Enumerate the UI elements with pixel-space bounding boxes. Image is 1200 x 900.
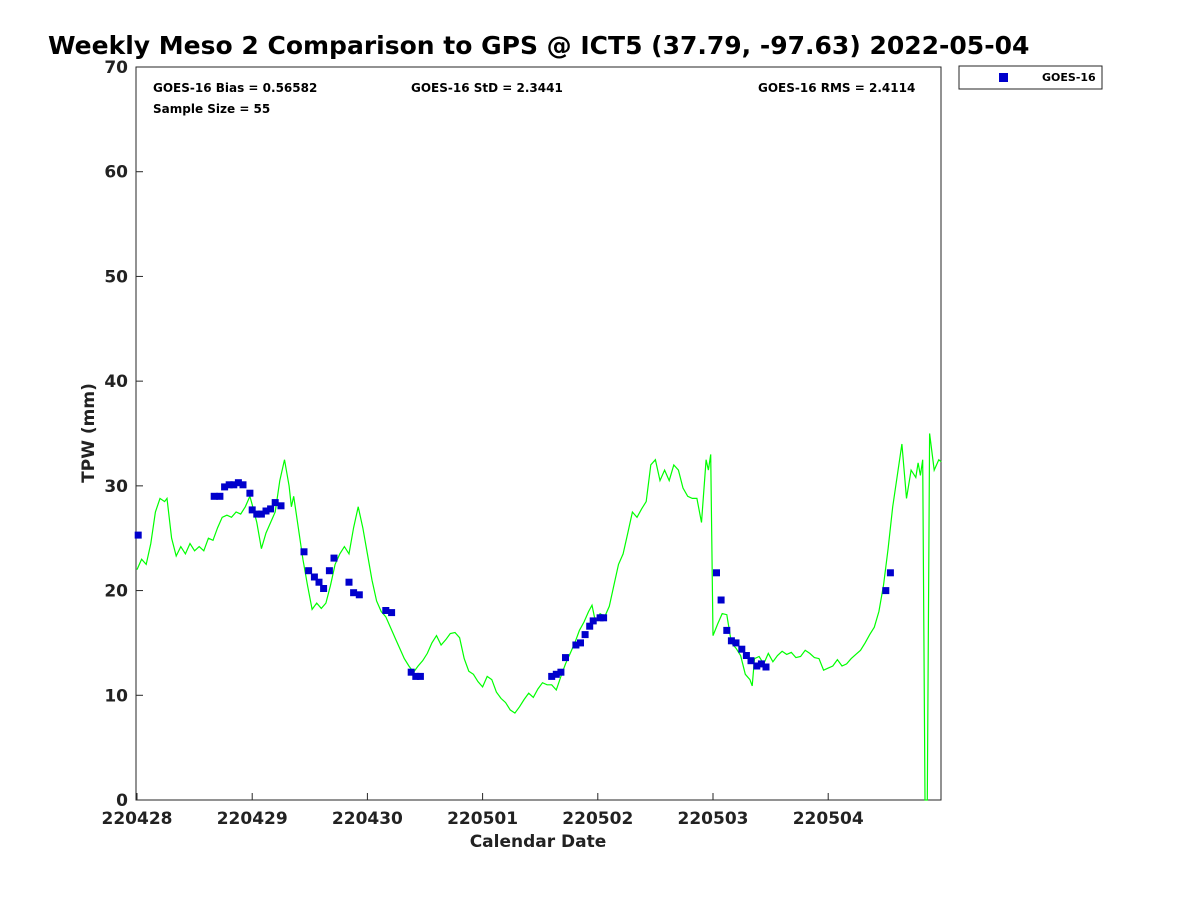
goes16-point — [325, 567, 333, 575]
x-tick-label: 220430 — [332, 809, 403, 829]
gps-tpw-line — [136, 433, 942, 801]
goes16-point — [552, 670, 560, 678]
goes16-point — [134, 531, 142, 539]
goes16-point — [762, 663, 770, 671]
goes16-point — [882, 587, 890, 595]
legend: GOES-16 — [958, 65, 1103, 90]
goes16-point — [412, 672, 420, 680]
stats-block: GOES-16 Bias = 0.56582 GOES-16 StD = 2.3… — [153, 81, 915, 116]
goes16-point — [225, 481, 233, 489]
y-tick-label: 20 — [104, 582, 128, 602]
x-tick-label: 220429 — [217, 809, 288, 829]
goes16-point — [753, 662, 761, 670]
goes16-point — [589, 617, 597, 625]
goes16-point — [330, 554, 338, 562]
y-axis-label: TPW (mm) — [79, 383, 99, 483]
goes16-point — [757, 660, 765, 668]
series-layer — [134, 433, 942, 801]
goes16-point — [246, 489, 254, 497]
goes16-point — [572, 641, 580, 649]
goes16-point — [557, 668, 565, 676]
goes16-point — [382, 607, 390, 614]
x-tick-label: 220503 — [678, 809, 749, 829]
legend-label-goes16: GOES-16 — [1042, 71, 1096, 84]
plot-frame — [135, 66, 942, 801]
goes16-point — [262, 507, 270, 515]
goes16-point — [886, 569, 894, 577]
goes16-point — [548, 672, 556, 680]
goes16-point — [355, 591, 363, 599]
goes16-point — [216, 492, 224, 500]
goes16-point — [253, 510, 261, 518]
x-tick-label: 220504 — [793, 809, 864, 829]
legend-box — [958, 65, 1103, 90]
goes16-point — [747, 657, 755, 665]
y-axis: 0 10 20 30 40 50 60 70 — [104, 58, 143, 811]
goes16-point — [320, 585, 328, 592]
goes16-point — [300, 548, 308, 556]
goes16-point — [310, 573, 318, 581]
x-axis-label: Calendar Date — [470, 832, 607, 852]
goes16-point — [257, 510, 265, 518]
goes16-point — [727, 637, 735, 645]
goes16-point — [230, 481, 238, 489]
goes16-point — [234, 479, 242, 487]
goes16-point — [315, 578, 323, 586]
bias-stat: GOES-16 Bias = 0.56582 — [153, 81, 317, 95]
goes16-point — [577, 639, 584, 647]
chart-title: Weekly Meso 2 Comparison to GPS @ ICT5 (… — [48, 31, 1029, 60]
goes16-point — [350, 589, 358, 597]
goes16-point — [586, 622, 594, 630]
y-tick-label: 0 — [116, 791, 128, 811]
goes16-point — [271, 499, 279, 507]
goes16-point — [581, 631, 589, 639]
y-tick-label: 50 — [104, 267, 128, 287]
x-tick-label: 220501 — [447, 809, 518, 829]
goes16-point — [416, 672, 424, 680]
goes16-point — [388, 609, 396, 617]
std-stat: GOES-16 StD = 2.3441 — [411, 81, 563, 95]
goes16-point — [600, 614, 608, 622]
y-tick-label: 60 — [104, 163, 128, 183]
y-tick-label: 70 — [104, 58, 128, 78]
goes16-point — [345, 578, 353, 586]
goes16-point — [717, 596, 725, 604]
goes16-point — [742, 652, 750, 659]
y-tick-label: 40 — [104, 372, 128, 392]
goes16-point — [407, 668, 415, 676]
goes16-point — [248, 506, 256, 514]
x-tick-label: 220502 — [562, 809, 633, 829]
goes16-point — [267, 505, 275, 513]
goes16-point — [239, 481, 247, 489]
legend-marker-goes16 — [999, 73, 1008, 82]
goes16-point — [713, 569, 720, 577]
y-tick-label: 30 — [104, 477, 128, 497]
goes16-point — [210, 492, 218, 500]
x-tick-label: 220428 — [102, 809, 173, 829]
sample-size-stat: Sample Size = 55 — [153, 102, 270, 116]
goes16-point — [277, 502, 285, 510]
goes16-point — [723, 626, 731, 634]
goes16-point — [305, 567, 313, 575]
x-axis: 220428 220429 220430 220501 220502 220503 2205… — [102, 793, 864, 829]
goes16-point — [732, 639, 740, 647]
goes16-point — [221, 483, 229, 491]
y-tick-label: 10 — [104, 686, 128, 706]
goes16-point — [562, 654, 569, 662]
goes16-point — [738, 645, 746, 653]
rms-stat: GOES-16 RMS = 2.4114 — [758, 81, 915, 95]
